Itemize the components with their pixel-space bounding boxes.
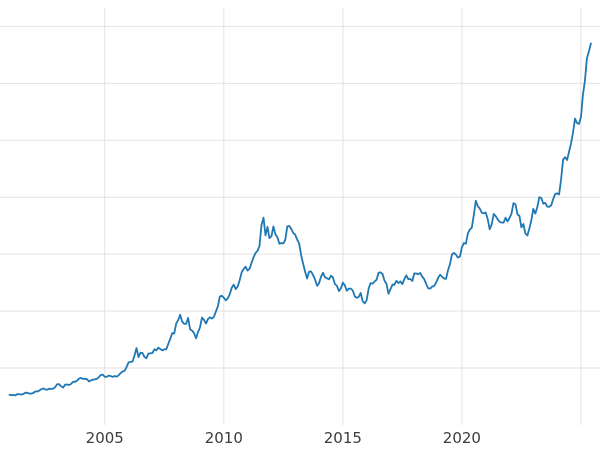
- x-tick-label: 2015: [324, 429, 362, 447]
- x-tick-label: 2005: [86, 429, 124, 447]
- price-series-line: [8, 42, 592, 397]
- x-tick-label: 2010: [205, 429, 243, 447]
- x-tick-label: 2020: [443, 429, 481, 447]
